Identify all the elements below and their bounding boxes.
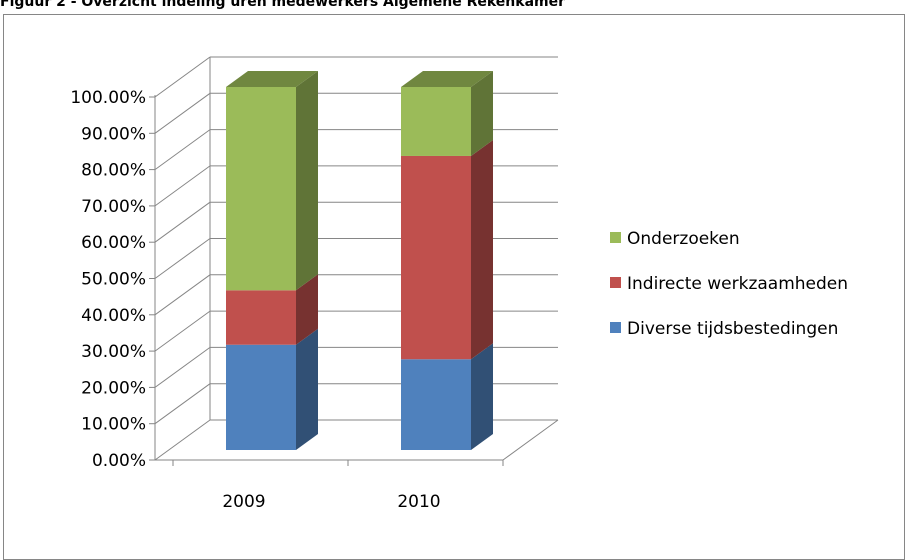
y-tick-label: 60.00% [81, 233, 146, 253]
bar-2010-diverse-tijdsbestedingen [401, 359, 471, 450]
bar-top-2010 [401, 71, 493, 87]
bar-top-2009 [226, 71, 318, 87]
bar-2010-onderzoeken [401, 87, 471, 156]
bar-side-2009-1 [296, 274, 318, 345]
y-tick-label: 20.00% [81, 378, 146, 398]
y-tick-label: 40.00% [81, 306, 146, 326]
y-tick-label: 0.00% [92, 451, 146, 471]
floor-left-edge [154, 419, 211, 461]
bar-2009-onderzoeken [226, 87, 296, 291]
y-tick-label: 70.00% [81, 197, 146, 217]
gridline-side [154, 56, 211, 98]
gridline-side [154, 201, 211, 243]
legend-label: Onderzoeken [627, 229, 740, 249]
bar-side-2010-2 [471, 71, 493, 156]
bar-side-2010-0 [471, 343, 493, 450]
bar-2010-indirecte-werkzaamheden [401, 155, 471, 360]
gridline-side [154, 129, 211, 171]
floor-right-edge [502, 419, 559, 461]
bar-side-2009-2 [296, 71, 318, 291]
bar-side-2010-1 [471, 139, 493, 360]
legend-label: Indirecte werkzaamheden [627, 274, 848, 294]
gridline-side [154, 165, 211, 207]
y-tick-label: 10.00% [81, 415, 146, 435]
y-tick-label: 50.00% [81, 270, 146, 290]
y-tick-label: 90.00% [81, 124, 146, 144]
gridline-side [154, 346, 211, 388]
x-tick-label: 2009 [222, 492, 265, 512]
y-tick-label: 80.00% [81, 161, 146, 181]
legend-swatch [610, 322, 621, 333]
x-tick-label: 2010 [397, 492, 440, 512]
legend-label: Diverse tijdsbestedingen [627, 319, 838, 339]
legend-swatch [610, 232, 621, 243]
y-tick-label: 30.00% [81, 342, 146, 362]
figure-caption: Figuur 2 - Overzicht indeling uren medew… [0, 0, 566, 10]
gridline-side [154, 383, 211, 425]
gridline-side [154, 274, 211, 316]
bar-2009-indirecte-werkzaamheden [226, 290, 296, 345]
bar-side-2009-0 [296, 328, 318, 450]
bar-2009-diverse-tijdsbestedingen [226, 344, 296, 450]
y-tick-label: 100.00% [70, 88, 146, 108]
gridline-side [154, 310, 211, 352]
gridline-side [154, 238, 211, 279]
gridline-side [154, 92, 211, 134]
legend-swatch [610, 277, 621, 288]
